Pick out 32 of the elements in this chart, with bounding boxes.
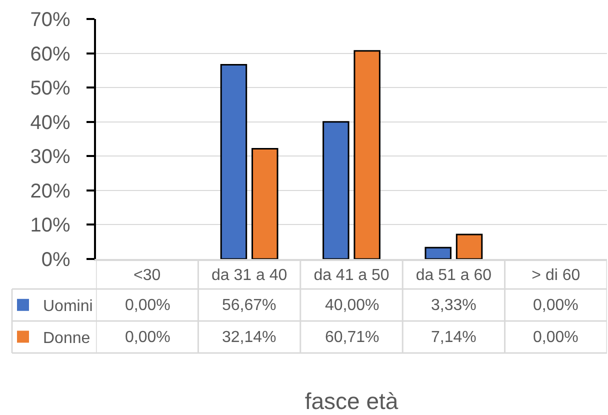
x-tick-label: > di 60 [532,266,580,284]
data-label: 3,33% [431,297,476,314]
bar [322,121,350,259]
y-tick-label: 50% [30,78,70,100]
data-label: 0,00% [125,329,170,346]
data-label: 0,00% [533,329,578,346]
legend-label: Donne [43,330,90,347]
data-label: 0,00% [533,297,578,314]
data-label: 60,71% [325,329,380,346]
y-tick-label: 30% [30,146,70,168]
y-tick-label: 20% [30,180,70,202]
bar [424,246,452,259]
y-tick-label: 10% [30,214,70,237]
legend-label: Uomini [43,298,93,316]
data-label: 7,14% [431,329,476,346]
x-tick-label: da 41 a 50 [314,266,390,284]
bar [252,148,278,259]
bar [220,64,248,259]
bar [354,50,380,259]
y-tick-label: 0% [41,249,70,271]
data-label: 0,00% [125,297,170,314]
x-axis-title: fasce età [304,388,398,414]
y-tick-label: 40% [30,112,70,134]
bar [456,234,483,259]
y-tick-label: 70% [30,9,70,31]
x-tick-label: da 51 a 60 [416,266,492,284]
data-label: 40,00% [325,297,380,314]
y-tick-label: 60% [30,43,70,66]
data-label: 32,14% [222,329,276,346]
x-tick-label: da 31 a 40 [211,266,288,284]
x-tick-label: <30 [134,266,161,284]
data-label: 56,67% [222,297,276,314]
